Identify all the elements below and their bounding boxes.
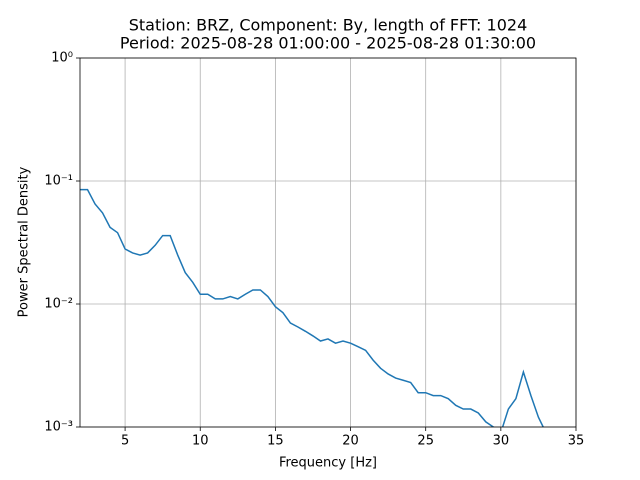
x-tick-label: 35 [568,434,585,449]
x-tick-label: 20 [342,434,359,449]
axes-frame [79,57,577,428]
y-tick-label: 10⁻¹ [44,174,73,189]
x-tick-label: 5 [121,434,129,449]
y-tick-label: 10⁻³ [44,420,73,435]
x-tick-label: 30 [493,434,510,449]
y-axis-label: Power Spectral Density [17,166,32,317]
chart-subtitle: Period: 2025-08-28 01:00:00 - 2025-08-28… [120,34,536,53]
y-tick-label: 10⁰ [51,51,73,66]
x-tick-label: 25 [417,434,434,449]
data-line [80,188,545,427]
x-axis-label: Frequency [Hz] [279,456,377,471]
y-tick-label: 10⁻² [44,297,73,312]
x-tick-label: 10 [192,434,209,449]
x-tick-label: 15 [267,434,284,449]
chart-title: Station: BRZ, Component: By, length of F… [129,16,528,35]
